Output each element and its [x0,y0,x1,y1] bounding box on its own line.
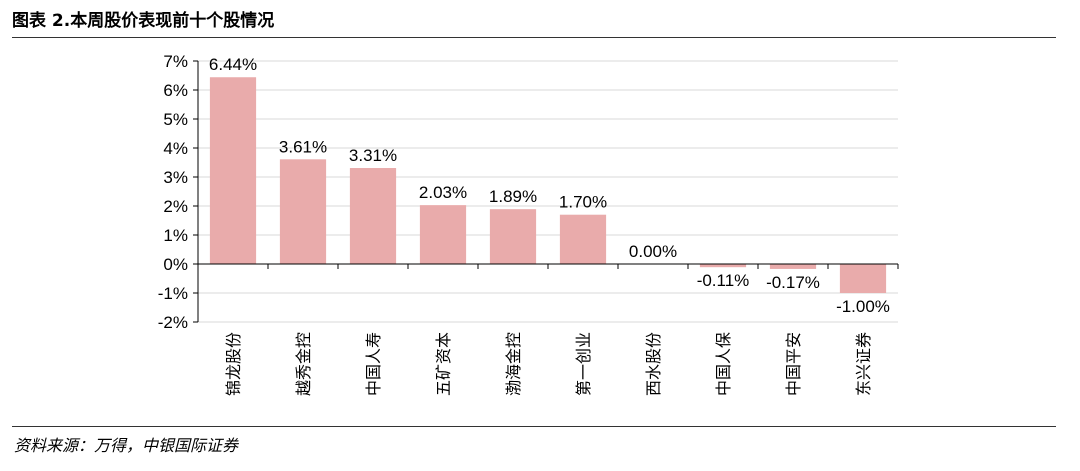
bar [559,214,607,264]
bar [279,159,327,264]
data-label: 1.89% [489,187,537,206]
x-category-label: 五矿资本 [434,332,453,396]
bottom-rule [12,426,1056,427]
x-category-label: 中国人保 [714,332,733,396]
bar [209,77,257,265]
bar [769,264,817,269]
data-label: -0.17% [766,273,820,292]
figure-title: 图表 2.本周股价表现前十个股情况 [12,11,275,31]
x-category-label: 东兴证券 [854,332,873,396]
y-tick-label: -1% [158,284,188,303]
bar [489,209,537,264]
labels: 7% 6% 5% 4% 3% 2% 1% 0% -1% -2% 6.44% 锦龙股份 3.61% 越秀金控… [158,52,890,396]
axes [193,60,899,323]
x-category-label: 锦龙股份 [224,332,243,396]
data-label: -1.00% [836,297,890,316]
y-tick-label: 2% [163,197,188,216]
bar [699,264,747,268]
data-label: -0.11% [697,271,750,290]
x-category-label: 第一创业 [574,332,593,396]
x-category-label: 渤海金控 [504,332,523,396]
data-label: 2.03% [419,183,467,202]
x-category-label: 越秀金控 [294,332,313,396]
bar [349,168,397,264]
y-tick-label: 7% [163,52,188,71]
bar [839,264,887,293]
data-label: 3.31% [349,146,397,165]
y-tick-label: 1% [163,226,188,245]
bars [209,77,887,293]
y-tick-label: 3% [163,168,188,187]
data-label: 6.44% [209,55,257,74]
data-label: 1.70% [559,193,607,212]
source-note: 资料来源：万得，中银国际证券 [14,436,239,455]
data-label: 3.61% [279,137,327,156]
y-tick-label: -2% [158,313,188,332]
y-tick-label: 5% [163,110,188,129]
data-label: 0.00% [629,242,677,261]
x-category-label: 中国人寿 [364,332,383,396]
top-rule [12,37,1056,38]
x-category-label: 中国平安 [784,332,803,396]
bar [419,205,467,264]
y-tick-label: 4% [163,139,188,158]
y-tick-label: 0% [163,255,188,274]
x-category-label: 西水股份 [644,332,663,396]
y-tick-label: 6% [163,81,188,100]
